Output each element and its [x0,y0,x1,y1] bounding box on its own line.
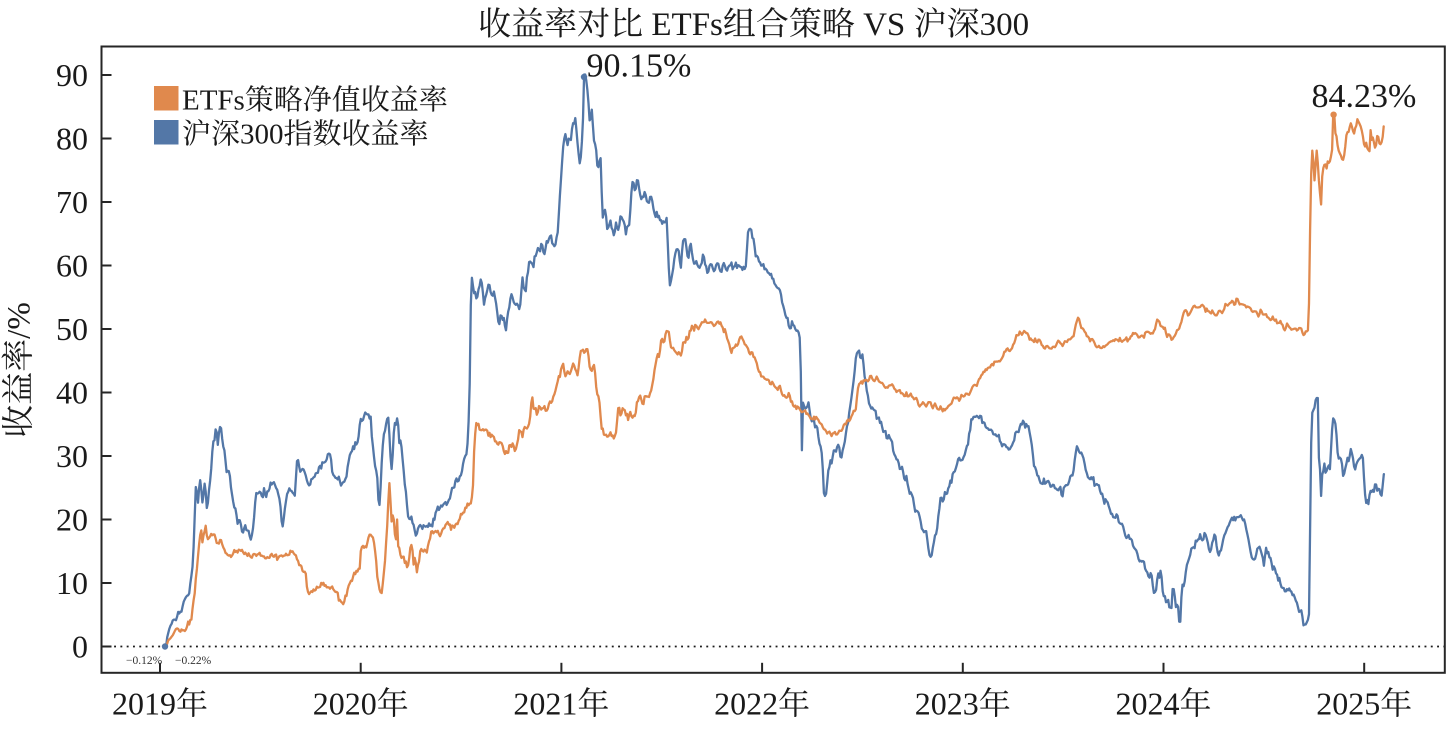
svg-text:20: 20 [56,502,88,538]
svg-text:90.15%: 90.15% [587,48,692,85]
svg-text:30: 30 [56,438,88,474]
svg-text:2020: 2020 [313,686,377,722]
svg-text:0: 0 [72,629,88,665]
svg-text:60: 60 [56,248,88,284]
svg-text:70: 70 [56,184,88,220]
svg-text:2024: 2024 [1116,686,1180,722]
svg-text:VS: VS [863,7,905,43]
svg-text:2023: 2023 [915,686,979,722]
svg-text:10: 10 [56,565,88,601]
svg-text:300: 300 [980,7,1030,43]
svg-text:ETFs: ETFs [182,85,245,117]
svg-text:90: 90 [56,57,88,93]
svg-text:/%: /% [2,302,38,339]
svg-text:2022: 2022 [714,686,778,722]
svg-text:300: 300 [240,119,284,151]
svg-text:80: 80 [56,121,88,157]
svg-text:2025: 2025 [1316,686,1380,722]
svg-text:84.23%: 84.23% [1312,78,1417,115]
svg-text:−0.22%: −0.22% [175,655,212,667]
svg-text:2019: 2019 [112,686,176,722]
svg-text:2021: 2021 [513,686,577,722]
svg-text:50: 50 [56,311,88,347]
svg-text:ETFs: ETFs [651,7,723,43]
svg-text:40: 40 [56,375,88,411]
svg-text:−0.12%: −0.12% [126,655,163,667]
